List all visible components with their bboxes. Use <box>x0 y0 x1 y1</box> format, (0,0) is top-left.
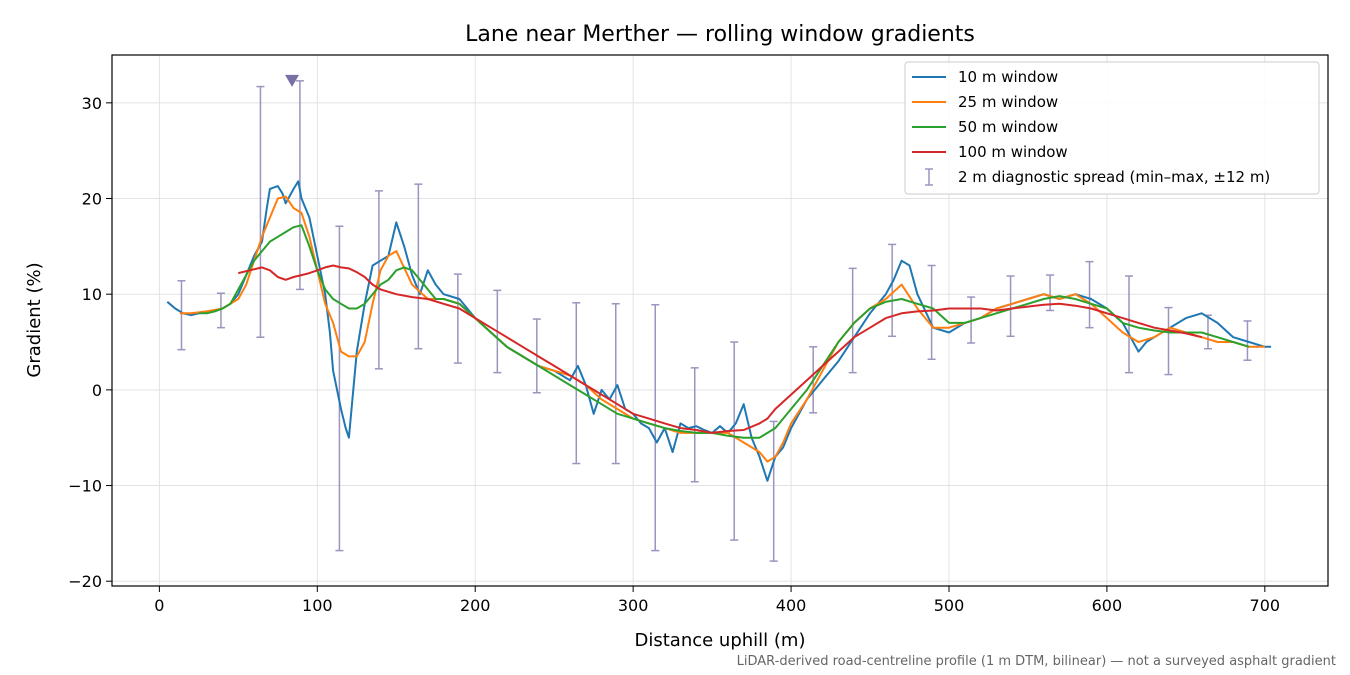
axis-ticks: 0 100 200 300 400 500 600 700 −20 −10 0 10 20 30 <box>68 94 1280 615</box>
x-tick-label: 0 <box>154 596 164 615</box>
series-line <box>238 264 1202 434</box>
y-tick-label: 30 <box>82 94 102 113</box>
x-tick-label: 200 <box>460 596 491 615</box>
footnote: LiDAR-derived road-centreline profile (1… <box>737 654 1336 669</box>
x-tick-label: 500 <box>934 596 965 615</box>
series-lines <box>166 180 1272 482</box>
x-axis-label: Distance uphill (m) <box>635 630 806 651</box>
legend-box <box>904 61 1320 195</box>
y-tick-label: 10 <box>82 285 102 304</box>
series-line <box>179 195 1265 463</box>
x-tick-label: 600 <box>1092 596 1123 615</box>
plot-frame <box>111 54 1329 587</box>
legend: 10 m window 25 m window 50 m window 100 m w… <box>904 61 1320 195</box>
y-axis-label: Gradient (%) <box>24 262 45 377</box>
x-tick-label: 300 <box>618 596 649 615</box>
x-tick-label: 700 <box>1250 596 1281 615</box>
legend-label: 2 m diagnostic spread (min–max, ±12 m) <box>958 168 1270 186</box>
clipped-marker-icon <box>285 74 300 87</box>
y-tick-label: −20 <box>68 572 102 591</box>
legend-label: 50 m window <box>958 118 1058 136</box>
y-tick-label: 0 <box>92 381 102 400</box>
x-tick-label: 400 <box>776 596 807 615</box>
y-tick-label: 20 <box>82 190 102 209</box>
legend-label: 10 m window <box>958 68 1058 86</box>
legend-label: 25 m window <box>958 93 1058 111</box>
series-line <box>198 224 1250 439</box>
legend-label: 100 m window <box>958 143 1068 161</box>
series-line <box>166 180 1272 482</box>
y-tick-label: −10 <box>68 477 102 496</box>
chart-title: Lane near Merther — rolling window gradi… <box>465 22 975 47</box>
x-tick-label: 100 <box>302 596 333 615</box>
